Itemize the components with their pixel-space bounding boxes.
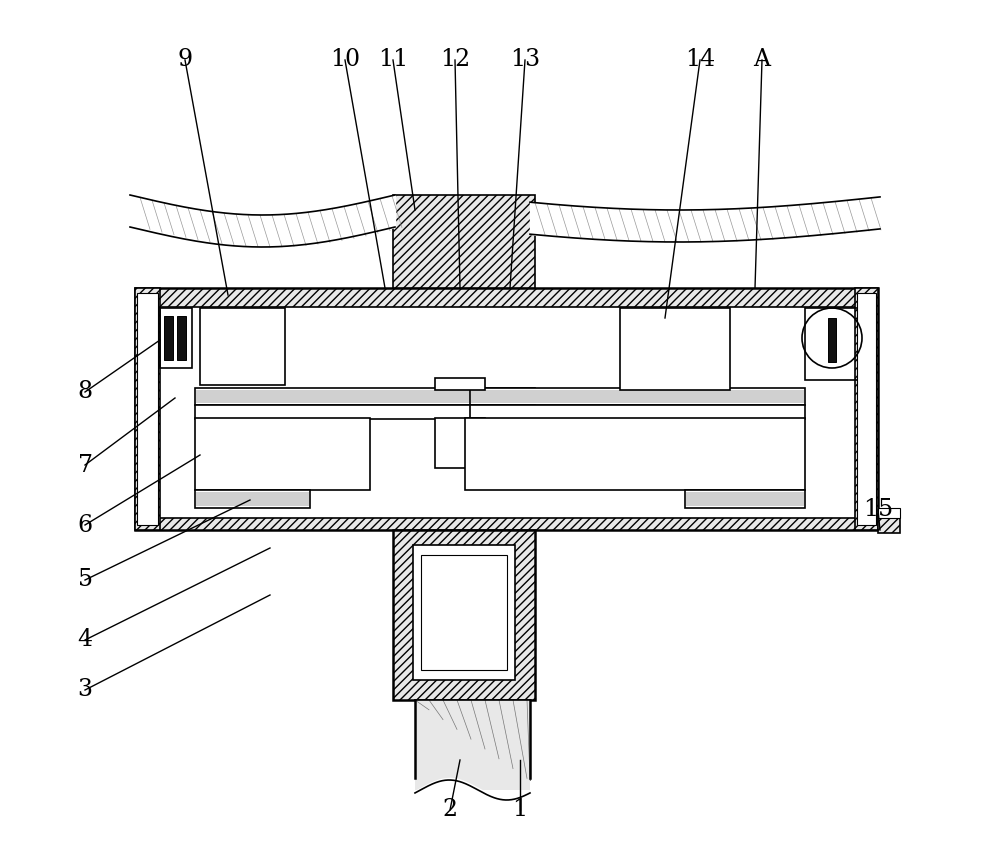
Text: 1: 1 xyxy=(512,799,528,821)
Text: 6: 6 xyxy=(77,513,93,536)
Bar xyxy=(164,316,173,360)
Bar xyxy=(415,700,530,790)
Bar xyxy=(805,308,863,380)
Bar xyxy=(878,515,900,533)
Bar xyxy=(160,308,192,368)
Bar xyxy=(421,555,507,670)
Bar xyxy=(177,316,186,360)
Bar xyxy=(195,405,535,419)
Bar xyxy=(413,545,515,680)
Bar xyxy=(158,307,858,518)
Text: 3: 3 xyxy=(78,679,92,702)
Bar xyxy=(137,293,158,525)
Bar xyxy=(685,490,805,508)
Text: 11: 11 xyxy=(378,49,408,71)
Bar xyxy=(855,288,878,530)
Bar xyxy=(471,390,804,403)
Bar xyxy=(828,318,836,362)
Bar xyxy=(195,490,310,508)
Bar xyxy=(686,492,804,506)
Text: 8: 8 xyxy=(77,380,93,403)
Text: 9: 9 xyxy=(177,49,193,71)
Bar xyxy=(393,195,535,288)
Text: 2: 2 xyxy=(442,799,458,821)
Bar xyxy=(196,390,534,403)
Text: 15: 15 xyxy=(863,498,893,522)
Bar xyxy=(435,418,485,468)
Bar xyxy=(196,492,309,506)
Bar xyxy=(195,418,370,490)
Bar xyxy=(195,388,535,405)
Bar xyxy=(393,530,535,700)
Bar xyxy=(435,378,485,390)
Bar xyxy=(878,508,900,518)
Bar xyxy=(465,418,805,490)
Bar xyxy=(200,308,285,385)
Text: 4: 4 xyxy=(77,629,93,651)
Bar xyxy=(135,288,160,530)
Bar xyxy=(470,405,805,419)
Text: A: A xyxy=(754,49,770,71)
Bar xyxy=(620,308,730,390)
Text: 5: 5 xyxy=(78,569,92,591)
Text: 10: 10 xyxy=(330,49,360,71)
Text: 7: 7 xyxy=(78,454,92,476)
Bar xyxy=(135,288,878,530)
Text: 12: 12 xyxy=(440,49,470,71)
Text: 14: 14 xyxy=(685,49,715,71)
Bar xyxy=(857,293,876,525)
Bar xyxy=(470,388,805,405)
Text: 13: 13 xyxy=(510,49,540,71)
